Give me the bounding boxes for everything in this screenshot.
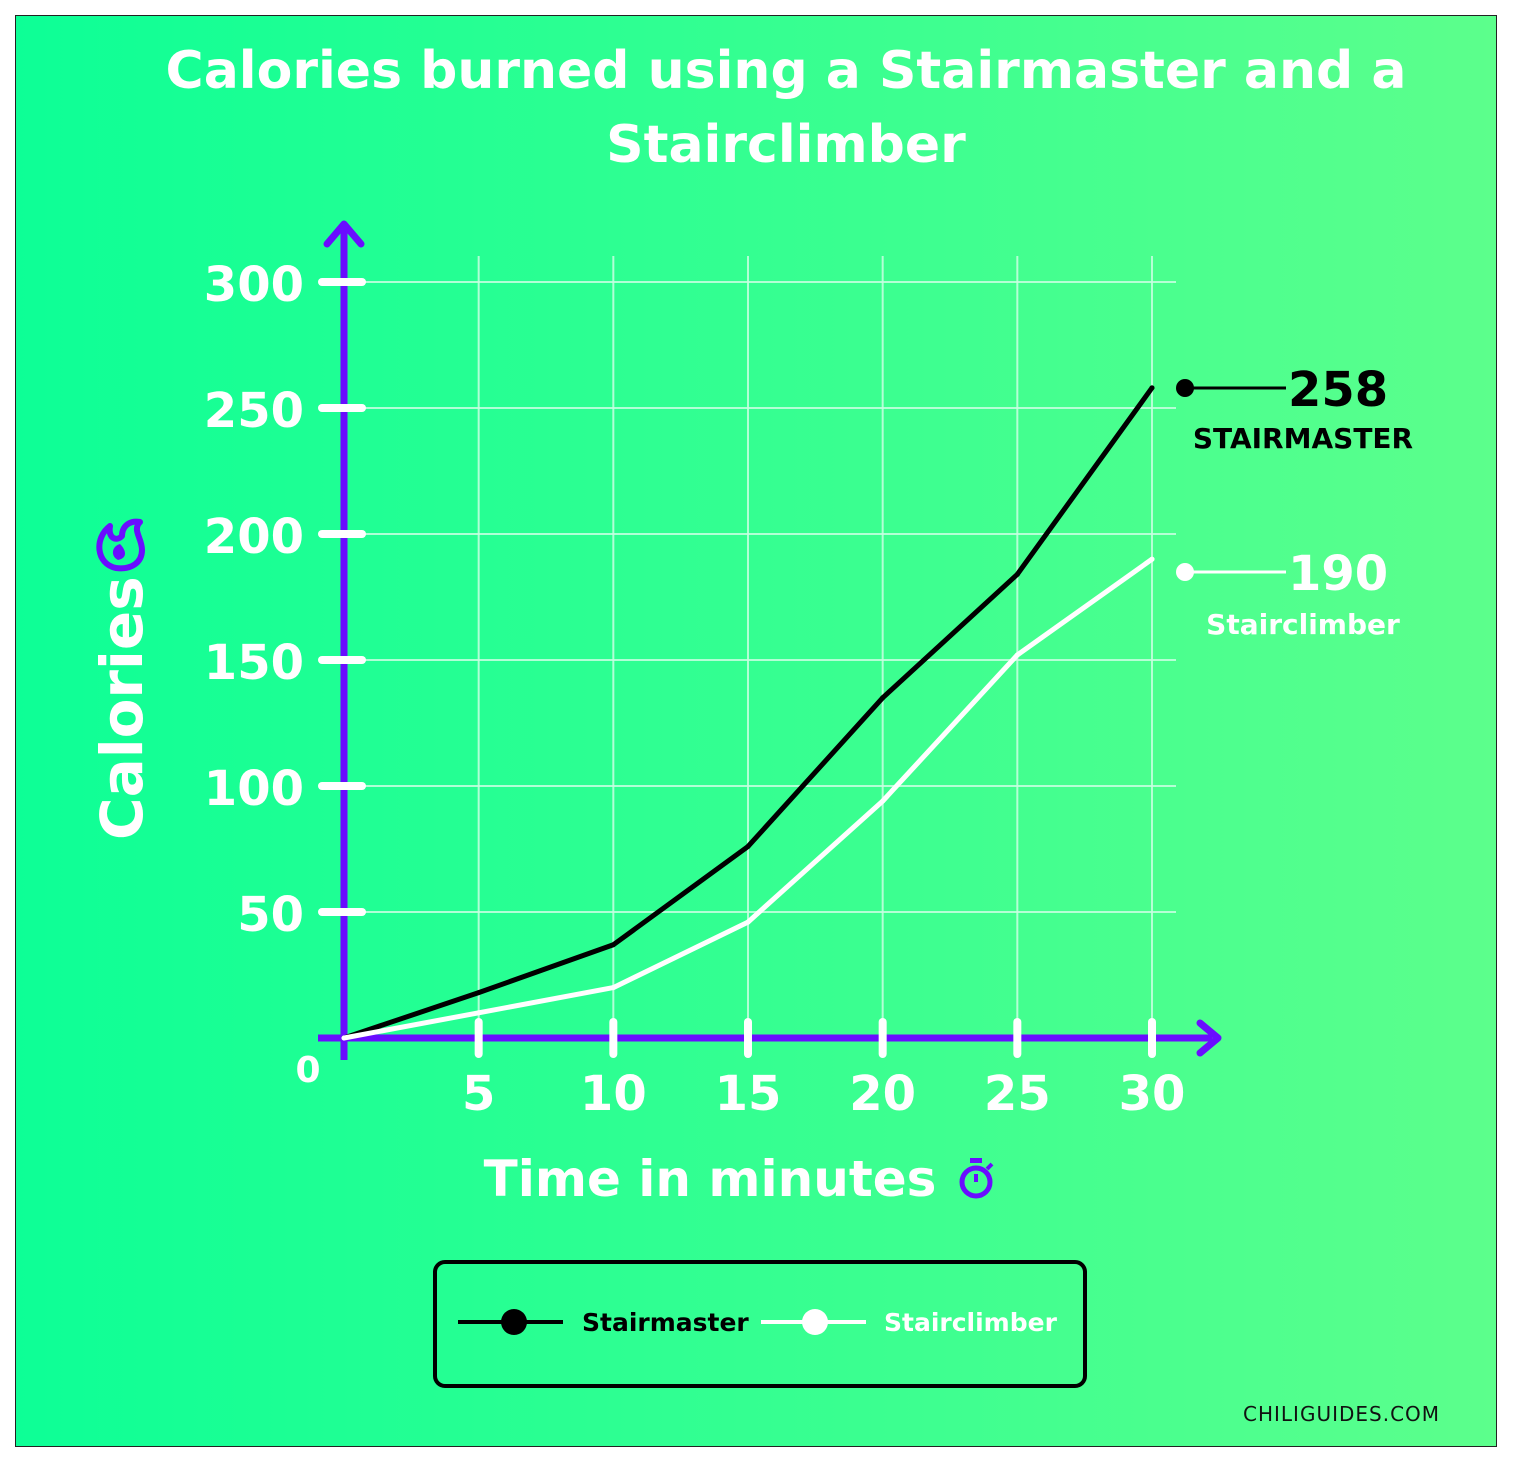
annotation-dot-stairclimber [1176, 563, 1194, 581]
legend-item-stairmaster: Stairmaster [458, 1308, 749, 1337]
x-tick-label-5: 5 [462, 1066, 495, 1122]
flame-icon [96, 518, 145, 572]
annotation-label-stairclimber: Stairclimber [1206, 608, 1400, 641]
series [341, 385, 1155, 1041]
y-axis-label: Calories [88, 576, 156, 840]
chart-background [16, 16, 1496, 1446]
x-tick-label-15: 15 [715, 1066, 782, 1122]
annotation-label-stairmaster: STAIRMASTER [1193, 422, 1413, 455]
chart-title: Calories burned using a Stairmaster and … [165, 41, 1407, 175]
data-point-stairclimber-25 [1014, 652, 1020, 658]
data-point-stairclimber-5 [476, 1010, 482, 1016]
data-point-stairclimber-15 [745, 919, 751, 925]
y-tick-label-250: 250 [204, 383, 304, 439]
origin-tick-label: 0 [295, 1050, 320, 1091]
chart-frame [15, 15, 1497, 1447]
annotation-value-stairclimber: 190 [1288, 546, 1388, 602]
y-tick-label-200: 200 [204, 509, 304, 565]
data-point-stairmaster-10 [610, 942, 616, 948]
x-axis-label: Time in minutes [484, 1150, 937, 1208]
y-tick-label-100: 100 [204, 761, 304, 817]
x-tick-label-20: 20 [849, 1066, 916, 1122]
legend-label-stairmaster: Stairmaster [582, 1308, 749, 1337]
annotation-dot-stairmaster [1176, 379, 1194, 397]
legend-box [433, 1260, 1087, 1388]
data-point-stairmaster-15 [745, 843, 751, 849]
axes [318, 220, 1222, 1060]
legend-item-stairclimber: Stairclimber [761, 1308, 1058, 1337]
data-point-stairmaster-30 [1149, 385, 1155, 391]
stopwatch-icon [959, 1158, 994, 1199]
x-axis-arrow [1196, 1019, 1222, 1057]
y-tick-label-50: 50 [237, 887, 304, 943]
data-point-stairclimber-10 [610, 985, 616, 991]
legend: Stairmaster Stairclimber [433, 1260, 1087, 1388]
x-tick-label-25: 25 [984, 1066, 1051, 1122]
data-point-stairmaster-5 [476, 990, 482, 996]
legend-marker-stairclimber [802, 1309, 828, 1335]
data-point-stairclimber-20 [880, 798, 886, 804]
x-tick-label-30: 30 [1119, 1066, 1186, 1122]
grid [360, 256, 1176, 1030]
annotation-value-stairmaster: 258 [1288, 362, 1388, 418]
y-axis-arrow [323, 220, 365, 248]
data-point-stairmaster-20 [880, 695, 886, 701]
source-credit: CHILIGUIDES.COM [1243, 1402, 1441, 1426]
data-point-stairclimber-0 [341, 1035, 347, 1041]
data-point-stairclimber-30 [1149, 556, 1155, 562]
legend-label-stairclimber: Stairclimber [884, 1308, 1058, 1337]
x-tick-label-10: 10 [580, 1066, 647, 1122]
end-annotations: 258 STAIRMASTER 190 Stairclimber [1176, 362, 1413, 641]
y-tick-label-300: 300 [204, 257, 304, 313]
legend-marker-stairmaster [501, 1309, 527, 1335]
data-point-stairmaster-25 [1014, 571, 1020, 577]
y-tick-label-150: 150 [204, 635, 304, 691]
